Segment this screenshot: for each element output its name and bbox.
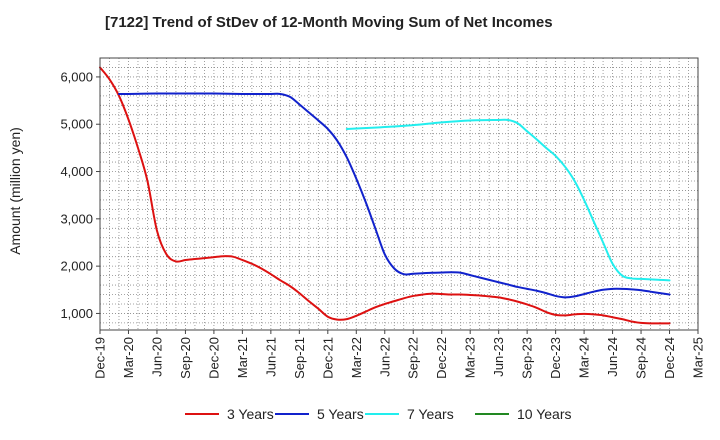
x-tick-label: Sep-21 — [292, 337, 307, 379]
x-tick-label: Dec-23 — [548, 337, 563, 379]
x-tick-label: Dec-20 — [206, 337, 221, 379]
legend-label: 3 Years — [227, 406, 274, 422]
y-axis: 1,000 2,000 3,000 4,000 5,000 6,000 — [60, 69, 100, 321]
x-tick-label: Dec-22 — [434, 337, 449, 379]
plot-frame — [99, 57, 699, 331]
x-tick-label: Mar-22 — [349, 337, 364, 378]
x-tick-label: Jun-21 — [263, 337, 278, 377]
y-tick-label: 6,000 — [60, 69, 93, 84]
x-tick-label: Dec-24 — [662, 337, 677, 379]
x-tick-label: Mar-24 — [577, 337, 592, 378]
x-tick-label: Sep-20 — [178, 337, 193, 379]
series-lines — [99, 66, 671, 325]
x-tick-label: Jun-24 — [605, 337, 620, 377]
y-tick-label: 1,000 — [60, 306, 93, 321]
legend-label: 10 Years — [517, 406, 572, 422]
plot-area — [99, 57, 699, 331]
y-tick-label: 5,000 — [60, 117, 93, 132]
x-tick-label: Mar-20 — [121, 337, 136, 378]
chart-title: [7122] Trend of StDev of 12-Month Moving… — [105, 14, 553, 31]
series-line-5-years — [117, 92, 671, 299]
y-tick-label: 3,000 — [60, 211, 93, 226]
y-tick-label: 4,000 — [60, 164, 93, 179]
x-tick-label: Sep-22 — [406, 337, 421, 379]
x-axis: Dec-19 Mar-20 Jun-20 Sep-20 Dec-20 Mar-21 Jun-… — [93, 330, 706, 379]
legend-label: 5 Years — [317, 406, 364, 422]
legend-label: 7 Years — [407, 406, 454, 422]
x-tick-label: Jun-22 — [377, 337, 392, 377]
x-tick-label: Dec-21 — [320, 337, 335, 379]
series-line-3-years — [99, 66, 671, 325]
series-line-7-years — [345, 118, 671, 282]
y-tick-label: 2,000 — [60, 259, 93, 274]
x-tick-label: Dec-19 — [93, 337, 108, 379]
legend: 3 Years 5 Years 7 Years 10 Years — [185, 406, 572, 422]
gridlines — [100, 57, 698, 330]
x-tick-label: Mar-23 — [463, 337, 478, 378]
x-tick-label: Sep-23 — [520, 337, 535, 379]
x-tick-label: Jun-20 — [149, 337, 164, 377]
x-tick-label: Jun-23 — [491, 337, 506, 377]
x-tick-label: Mar-21 — [235, 337, 250, 378]
x-tick-label: Mar-25 — [691, 337, 706, 378]
y-axis-title: Amount (million yen) — [7, 127, 23, 255]
x-tick-label: Sep-24 — [634, 337, 649, 379]
